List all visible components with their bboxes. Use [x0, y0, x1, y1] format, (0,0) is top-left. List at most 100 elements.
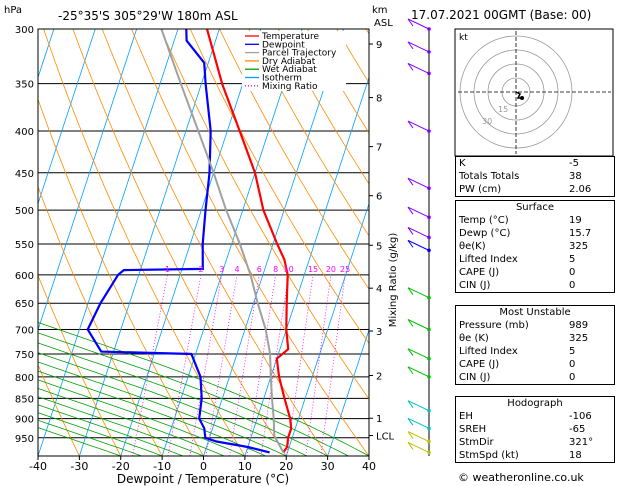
dry-adiabat	[38, 274, 122, 456]
km-tick-label: LCL	[376, 432, 395, 443]
pw-row: PW (cm) 2.06	[456, 183, 614, 196]
most-unstable-title: Most Unstable	[499, 307, 571, 318]
mixing-ratio-line	[305, 274, 332, 456]
background-lines	[0, 29, 369, 456]
wind-barb-dot	[427, 450, 431, 455]
surface-panel: Surface Temp (°C) 19 Dewp (°C) 15.7 θe(K) 3…	[455, 200, 615, 293]
mu-cin-label: CIN (J)	[459, 372, 491, 383]
wet-adiabat	[38, 361, 287, 456]
wind-barb-flag	[407, 120, 414, 129]
wind-barb-flag	[407, 206, 414, 215]
wind-barb	[407, 400, 430, 412]
series-dewpoint	[86, 29, 270, 454]
pressure-tick-label: 550	[15, 240, 34, 251]
mu-thetae-value: 325	[569, 333, 589, 344]
wind-barb-dot	[427, 375, 431, 379]
stmdir-value: 321°	[569, 437, 594, 448]
wind-barb	[407, 319, 430, 330]
stmspd-value: 18	[569, 450, 582, 461]
surface-thetae-label: θe(K)	[459, 241, 486, 252]
pressure-tick-label: 700	[15, 326, 34, 337]
isotherm-line	[203, 29, 344, 456]
wind-barb	[407, 431, 430, 442]
wind-barb-dot	[427, 235, 431, 240]
wind-barb-flag	[407, 240, 414, 248]
pw-label: PW (cm)	[459, 184, 502, 195]
dry-adiabat	[38, 363, 80, 456]
wet-adiabat	[38, 352, 308, 456]
km-tick-label: 1	[376, 414, 382, 425]
hodograph: kt 15 30	[454, 28, 614, 157]
legend-label: Mixing Ratio	[262, 82, 318, 92]
surface-dewp-label: Dewp (°C)	[459, 228, 511, 239]
wind-barb-flag	[407, 431, 414, 439]
wet-adiabat	[38, 404, 183, 456]
wind-barb-flag	[407, 442, 414, 450]
wet-adiabat	[38, 396, 204, 456]
surface-temp-value: 19	[569, 215, 582, 226]
mu-li-label: Lifted Index	[459, 346, 518, 357]
x-axis-label: Dewpoint / Temperature (°C)	[117, 472, 289, 486]
mixing-ratio-line	[246, 274, 277, 456]
pressure-tick-label: 600	[15, 271, 34, 282]
dry-adiabat	[43, 29, 246, 456]
mixing-ratio-line	[260, 274, 290, 456]
dry-adiabat	[38, 185, 163, 456]
wet-adiabat	[38, 342, 328, 456]
mixing-ratio-label: 8	[273, 265, 278, 274]
km-tick-label: 9	[376, 40, 382, 51]
most-unstable-panel: Most Unstable Pressure (mb) 989 θe (K) 325…	[455, 305, 615, 385]
pressure-tick-label: 950	[15, 434, 34, 445]
mu-cape-label: CAPE (J)	[459, 359, 500, 370]
mixing-ratio-label: 3	[219, 265, 224, 274]
mu-pressure-value: 989	[569, 320, 589, 331]
mixing-ratio-line	[320, 274, 346, 456]
surface-dewp-value: 15.7	[569, 228, 592, 239]
eh-value: -106	[569, 411, 592, 422]
wind-barb-flag	[407, 319, 414, 327]
mixing-ratio-axis-label: Mixing Ratio (g/kg)	[388, 233, 399, 328]
mixing-ratio-line	[167, 274, 202, 456]
wind-barb-dot	[427, 27, 431, 31]
pressure-tick-label: 300	[15, 25, 34, 36]
wind-barb-dot	[427, 295, 431, 300]
wet-adiabat	[38, 387, 225, 456]
pressure-tick-label: 900	[15, 415, 34, 426]
sreh-value: -65	[569, 424, 586, 435]
isotherm-line	[38, 29, 138, 332]
wind-barb-flag	[407, 18, 414, 27]
wind-barb	[407, 177, 430, 189]
isotherm-line	[285, 202, 369, 456]
series-parcel-trajectory	[160, 29, 285, 453]
x-tick-label: -30	[70, 460, 88, 473]
legend-box	[242, 31, 346, 91]
dry-adiabat	[72, 29, 287, 456]
pressure-tick-label: 850	[15, 394, 34, 405]
pressure-tick-label: 650	[15, 299, 34, 310]
surface-temp-label: Temp (°C)	[459, 215, 509, 226]
dry-adiabat	[189, 29, 369, 345]
mixing-ratio-line	[189, 274, 223, 456]
surface-cin-value: 0	[569, 280, 576, 291]
mixing-ratio-label: 6	[257, 265, 262, 274]
wind-barb	[407, 227, 430, 238]
pressure-tick-label: 450	[15, 169, 34, 180]
mixing-ratio-line	[132, 274, 168, 456]
mixing-ratio-label: 4	[234, 265, 239, 274]
totals-totals-row: Totals Totals 38	[456, 170, 614, 183]
wind-barb-flag	[407, 418, 414, 426]
sreh-label: SREH	[459, 424, 487, 435]
wind-barb	[407, 417, 430, 429]
eh-label: EH	[459, 411, 473, 422]
dry-adiabat	[131, 29, 369, 456]
pw-value: 2.06	[569, 184, 592, 195]
wind-barb	[407, 62, 430, 74]
wet-adiabat	[38, 322, 369, 456]
wind-barb-flag	[407, 41, 414, 50]
isotherm-line	[38, 29, 96, 205]
wind-barb-flag	[407, 287, 414, 296]
km-tick-label: 2	[376, 372, 382, 383]
wind-barb-flag	[407, 400, 414, 408]
mixing-ratio-label: 20	[326, 265, 336, 274]
isotherm-line	[0, 29, 13, 456]
